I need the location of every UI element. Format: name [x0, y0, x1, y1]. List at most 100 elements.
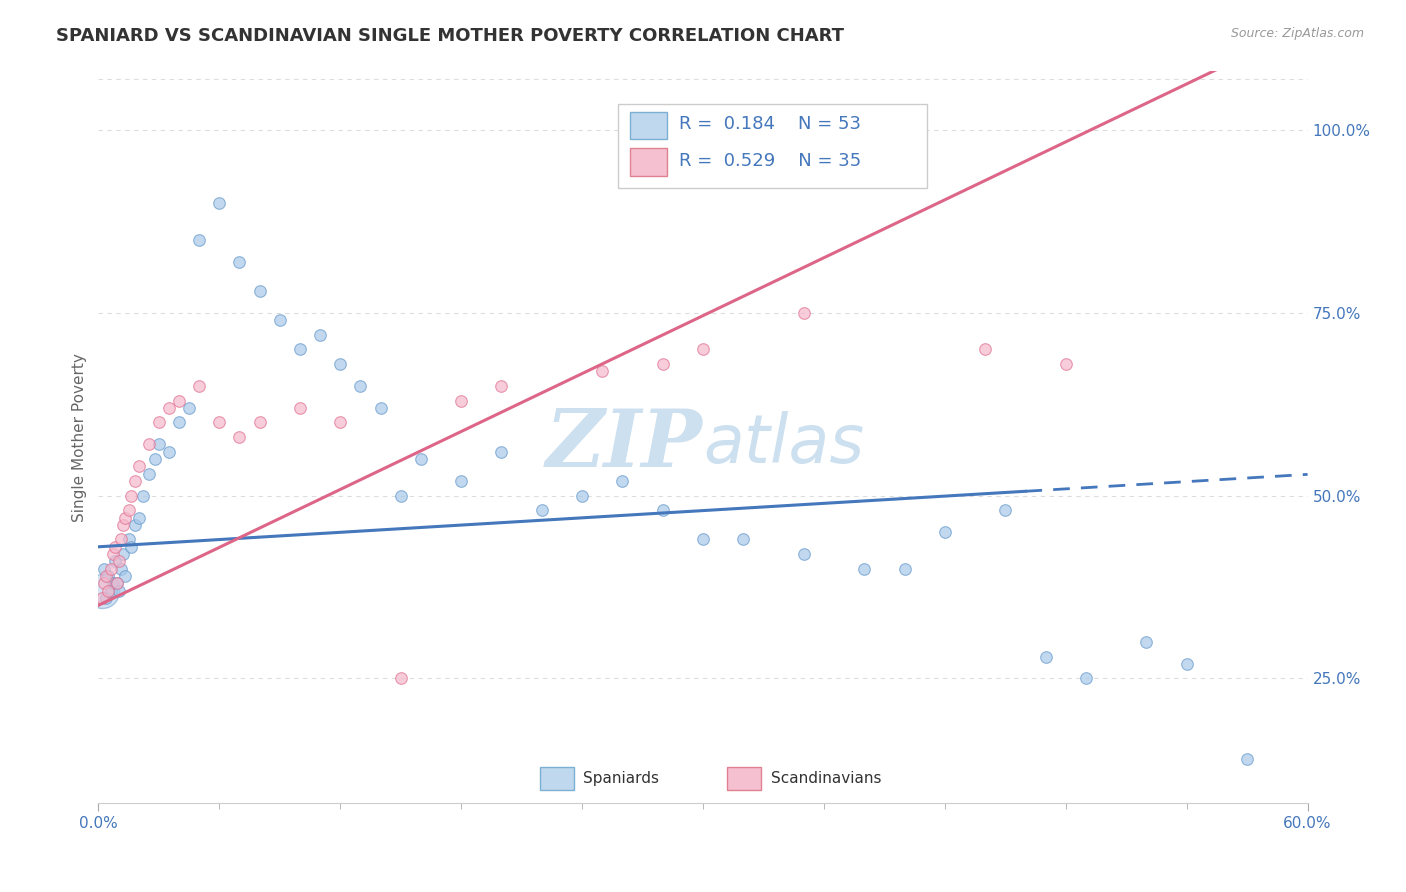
FancyBboxPatch shape: [619, 104, 927, 188]
Text: Source: ZipAtlas.com: Source: ZipAtlas.com: [1230, 27, 1364, 40]
Text: SPANIARD VS SCANDINAVIAN SINGLE MOTHER POVERTY CORRELATION CHART: SPANIARD VS SCANDINAVIAN SINGLE MOTHER P…: [56, 27, 844, 45]
Point: [124, 517, 146, 532]
Point: [591, 364, 613, 378]
Point: [114, 569, 136, 583]
Point: [309, 327, 332, 342]
Point: [450, 393, 472, 408]
Point: [97, 583, 120, 598]
Point: [157, 401, 180, 415]
Point: [249, 416, 271, 430]
Point: [349, 379, 371, 393]
Point: [105, 576, 128, 591]
Point: [288, 401, 311, 415]
Bar: [727, 767, 761, 790]
Point: [370, 401, 392, 415]
Point: [157, 444, 180, 458]
Point: [974, 343, 997, 357]
Y-axis label: Single Mother Poverty: Single Mother Poverty: [72, 352, 87, 522]
Point: [132, 489, 155, 503]
Point: [1074, 672, 1097, 686]
Point: [793, 547, 815, 561]
Point: [111, 547, 134, 561]
Point: [934, 525, 956, 540]
Point: [179, 401, 201, 415]
Point: [167, 393, 190, 408]
Point: [249, 284, 271, 298]
Bar: [630, 112, 666, 139]
Text: Spaniards: Spaniards: [583, 772, 659, 786]
Point: [167, 416, 190, 430]
Point: [101, 547, 124, 561]
Point: [105, 576, 128, 591]
Point: [733, 533, 755, 547]
Point: [1135, 635, 1157, 649]
Point: [114, 510, 136, 524]
Point: [1054, 357, 1077, 371]
Point: [409, 452, 432, 467]
Point: [96, 569, 118, 583]
Point: [208, 196, 231, 211]
Point: [97, 569, 120, 583]
Point: [208, 416, 231, 430]
Point: [107, 583, 129, 598]
Point: [692, 343, 714, 357]
Point: [491, 444, 513, 458]
Point: [228, 430, 250, 444]
Point: [93, 562, 115, 576]
Point: [120, 489, 142, 503]
Text: ZIP: ZIP: [546, 406, 703, 483]
Point: [329, 416, 352, 430]
Point: [128, 459, 150, 474]
Point: [118, 533, 141, 547]
Text: R =  0.529    N = 35: R = 0.529 N = 35: [679, 152, 860, 169]
Point: [110, 562, 132, 576]
Point: [118, 503, 141, 517]
Point: [389, 489, 412, 503]
Point: [93, 576, 115, 591]
Point: [389, 672, 412, 686]
Point: [692, 533, 714, 547]
Point: [450, 474, 472, 488]
Point: [91, 591, 114, 605]
Point: [110, 533, 132, 547]
Point: [91, 583, 114, 598]
Point: [228, 254, 250, 268]
Bar: [630, 148, 666, 176]
Point: [128, 510, 150, 524]
Point: [101, 576, 124, 591]
Text: atlas: atlas: [703, 411, 865, 477]
Point: [107, 554, 129, 568]
Point: [1035, 649, 1057, 664]
Point: [793, 306, 815, 320]
Point: [100, 583, 122, 598]
Point: [111, 517, 134, 532]
Point: [96, 591, 118, 605]
Point: [148, 416, 170, 430]
Text: R =  0.184    N = 53: R = 0.184 N = 53: [679, 115, 860, 133]
Point: [120, 540, 142, 554]
Point: [103, 540, 125, 554]
Text: Scandinavians: Scandinavians: [770, 772, 882, 786]
Point: [100, 562, 122, 576]
Point: [103, 554, 125, 568]
Point: [138, 437, 160, 451]
Point: [269, 313, 291, 327]
Point: [491, 379, 513, 393]
Point: [530, 503, 553, 517]
Point: [148, 437, 170, 451]
Point: [188, 379, 211, 393]
Point: [994, 503, 1017, 517]
Point: [651, 503, 673, 517]
Point: [143, 452, 166, 467]
Point: [1236, 752, 1258, 766]
Bar: [540, 767, 574, 790]
Point: [893, 562, 915, 576]
Point: [138, 467, 160, 481]
Point: [612, 474, 634, 488]
Point: [571, 489, 593, 503]
Point: [853, 562, 876, 576]
Point: [651, 357, 673, 371]
Point: [1175, 657, 1198, 671]
Point: [124, 474, 146, 488]
Point: [188, 233, 211, 247]
